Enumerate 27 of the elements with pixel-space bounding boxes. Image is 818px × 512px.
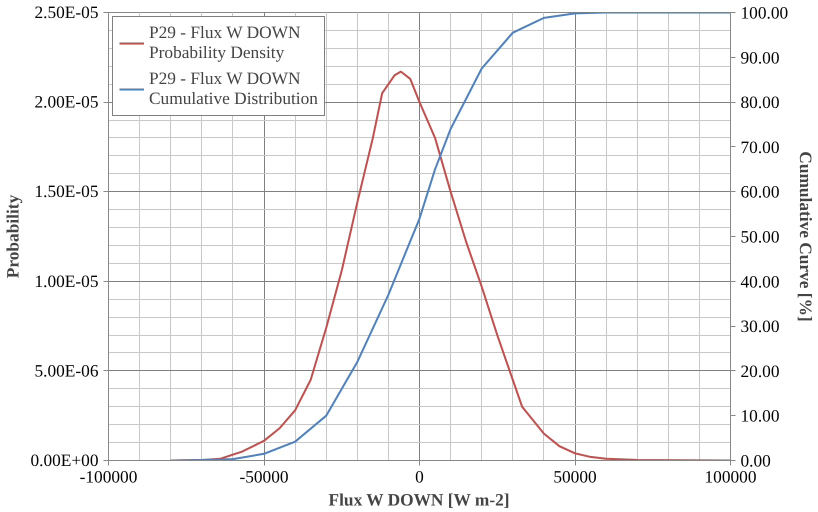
y2-tick-label: 20.00 — [740, 362, 780, 381]
y-tick-label: 2.00E-05 — [34, 92, 99, 112]
y2-tick-label: 70.00 — [740, 138, 780, 157]
y-tick-label: 0.00E+00 — [30, 451, 99, 470]
x-tick-label: 100000 — [704, 468, 756, 486]
y2-axis-title: Cumulative Curve [%] — [796, 151, 816, 322]
y2-tick-label: 60.00 — [740, 182, 780, 202]
y2-tick-label: 0.00 — [740, 452, 771, 470]
x-axis-title: Flux W DOWN [W m-2] — [328, 490, 510, 510]
y2-tick-label: 50.00 — [740, 228, 780, 246]
y-tick-label: 5.00E-06 — [34, 361, 99, 380]
y-axis-title: Probability — [3, 194, 22, 278]
x-tick-label: -50000 — [239, 468, 289, 486]
x-tick-label: 50000 — [553, 468, 597, 486]
legend-label: P29 - Flux W DOWN Probability Density — [149, 23, 300, 63]
x-tick-label: -100000 — [80, 468, 138, 486]
y-tick-label: 2.50E-05 — [34, 3, 99, 22]
y2-tick-label: 30.00 — [740, 317, 780, 336]
legend-label: P29 - Flux W DOWN Cumulative Distribution — [149, 69, 318, 109]
y-tick-label: 1.00E-05 — [34, 272, 99, 291]
y2-tick-label: 100.00 — [740, 4, 788, 22]
y2-tick-label: 10.00 — [740, 406, 780, 426]
y2-tick-label: 90.00 — [740, 48, 780, 68]
y2-tick-label: 40.00 — [740, 272, 780, 292]
y2-tick-label: 80.00 — [740, 93, 780, 112]
x-tick-label: 0 — [415, 468, 424, 486]
y-tick-label: 1.50E-05 — [34, 182, 99, 202]
